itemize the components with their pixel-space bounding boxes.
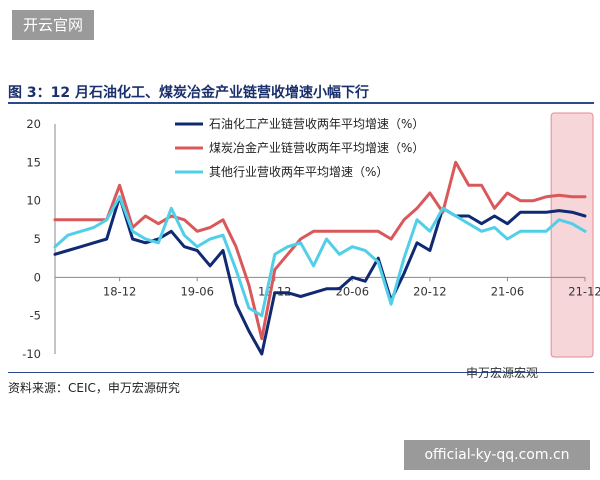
- brand-label: 申万宏源宏观: [466, 366, 539, 380]
- y-tick-label: 5: [34, 232, 41, 246]
- watermark-top: 开云官网: [12, 10, 94, 40]
- x-tick-label: 18-12: [103, 284, 136, 298]
- y-tick-label: -5: [30, 309, 41, 323]
- series-layer: [53, 160, 587, 356]
- y-tick-label: 10: [26, 194, 41, 208]
- x-tick-label: 20-12: [413, 284, 446, 298]
- source-note: 资料来源：CEIC，申万宏源研究: [8, 381, 180, 395]
- highlight-band-layer: [550, 112, 594, 358]
- x-tick-label: 20-06: [336, 284, 369, 298]
- x-tick-label: 21-06: [491, 284, 524, 298]
- legend-label-1: 石油化工产业链营收两年平均增速（%）: [209, 116, 424, 131]
- chart-title: 图 3：12 月石油化工、煤炭冶金产业链营收增速小幅下行: [8, 85, 369, 101]
- x-tick-label: 21-12: [568, 284, 600, 298]
- title-rule: [8, 102, 594, 104]
- x-tick-label: 19-06: [180, 284, 213, 298]
- legend-label-3: 其他行业营收两年平均增速（%）: [209, 165, 388, 179]
- series-line-3: [53, 195, 587, 318]
- legend: 石油化工产业链营收两年平均增速（%） 煤炭冶金产业链营收两年平均增速（%） 其他行业…: [175, 116, 424, 179]
- legend-label-2: 煤炭冶金产业链营收两年平均增速（%）: [209, 140, 424, 155]
- y-tick-label: -10: [22, 347, 41, 361]
- y-tick-label: 20: [26, 117, 41, 131]
- series-line-2: [53, 160, 587, 341]
- y-tick-label: 0: [34, 270, 41, 284]
- y-tick-label: 15: [26, 155, 41, 169]
- series-line-1: [53, 195, 587, 356]
- highlight-band: [550, 112, 594, 358]
- source-rule: [8, 372, 594, 373]
- watermark-bottom: official-ky-qq.com.cn: [404, 440, 590, 470]
